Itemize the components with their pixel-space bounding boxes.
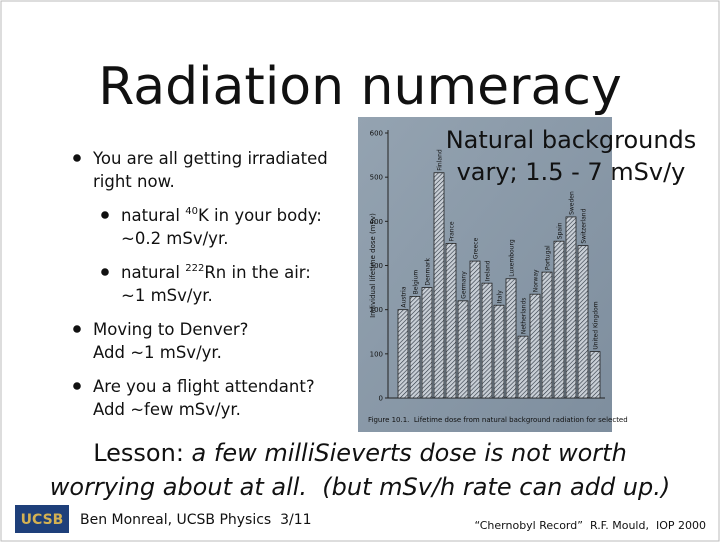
text-part: Rn in the air:: [204, 263, 311, 282]
bar-label: Ireland: [485, 260, 492, 281]
lesson-label: Lesson:: [93, 439, 184, 467]
bar: [589, 351, 601, 399]
y-tick-label: 600: [370, 130, 383, 138]
y-tick-label: 300: [370, 262, 383, 270]
bar-label: Austria: [401, 286, 408, 308]
bullet-text: natural 222Rn in the air:: [121, 263, 311, 282]
y-tick-label: 500: [370, 174, 383, 182]
bar: [421, 287, 433, 399]
callout-line: vary; 1.5 - 7 mSv/y: [457, 158, 686, 186]
text-part: natural: [121, 206, 185, 225]
lesson-line: Lesson: a few milliSieverts dose is not …: [93, 439, 627, 467]
bullet-text: Moving to Denver?: [93, 320, 248, 339]
bar-label: Portugal: [545, 245, 552, 270]
bar: [457, 300, 469, 399]
bar-label: Denmark: [425, 257, 432, 285]
bar: [553, 240, 565, 399]
bar-label: Germany: [461, 271, 468, 299]
bar: [469, 260, 481, 399]
bullet-text: Add ~few mSv/yr.: [93, 400, 241, 419]
bullet-dot: [73, 154, 81, 162]
bullet-text: You are all getting irradiated: [92, 149, 328, 168]
y-tick-label: 400: [370, 218, 383, 226]
bar-label: Norway: [533, 269, 540, 292]
y-tick-label: 0: [379, 395, 383, 403]
bar-label: Luxembourg: [509, 239, 516, 277]
bullet-text: Add ~1 mSv/yr.: [93, 343, 222, 362]
bar-label: Finland: [437, 149, 444, 171]
bar: [481, 282, 493, 399]
y-tick-label: 200: [370, 306, 383, 314]
bullet-dot: [101, 211, 109, 219]
bar: [445, 243, 457, 399]
bar-label: Belgium: [413, 270, 420, 295]
superscript: 40: [185, 206, 198, 217]
text-part: K in your body:: [198, 206, 322, 225]
bullet-text: natural 40K in your body:: [121, 206, 322, 225]
figure-chart: 0 100 200 300 400 500 600 Individual lifetime d…: [368, 130, 628, 425]
bar: [529, 293, 541, 399]
bar-label: Switzerland: [581, 208, 588, 243]
callout-line: Natural backgrounds: [446, 126, 697, 154]
bullet-text: ~1 mSv/yr.: [121, 286, 213, 305]
y-axis-label: Individual lifetime dose (mSv): [369, 213, 377, 318]
y-tick-label: 100: [370, 350, 383, 358]
superscript: 222: [185, 263, 204, 274]
bullet-text: right now.: [93, 172, 175, 191]
bullet-dot: [101, 268, 109, 276]
bar-label: Sweden: [569, 191, 576, 215]
bar-label: Netherlands: [521, 298, 528, 335]
slide-title: Radiation numeracy: [98, 57, 621, 117]
bullet-dot: [73, 382, 81, 390]
bar-label: United Kingdom: [593, 301, 600, 349]
lesson-text: worrying about at all. (but mSv/h rate c…: [50, 473, 671, 501]
bar: [433, 172, 445, 399]
bar: [517, 335, 529, 399]
figure-caption: Figure 10.1. Lifetime dose from natural …: [368, 416, 628, 424]
footer-author: Ben Monreal, UCSB Physics 3/11: [80, 512, 312, 528]
bar: [565, 216, 577, 399]
footer-source: “Chernobyl Record” R.F. Mould, IOP 2000: [474, 519, 706, 532]
logo-text: UCSB: [21, 512, 64, 528]
bar-label: Spain: [557, 222, 564, 239]
bar-label: France: [449, 221, 456, 241]
bar: [577, 245, 589, 399]
bullet-dot: [73, 325, 81, 333]
bar: [505, 278, 517, 399]
bar: [409, 296, 421, 399]
bar-label: Greece: [473, 237, 480, 259]
text-part: natural: [121, 263, 185, 282]
bar: [493, 304, 505, 399]
bar: [541, 271, 553, 399]
bar-label: Italy: [497, 290, 504, 303]
bullet-list: You are all getting irradiated right now.…: [73, 149, 328, 419]
lesson-text: a few milliSieverts dose is not worth: [184, 439, 627, 467]
bullet-text: Are you a flight attendant?: [93, 377, 315, 396]
bullet-text: ~0.2 mSv/yr.: [121, 229, 228, 248]
bar: [397, 309, 409, 399]
logo: [15, 505, 69, 533]
